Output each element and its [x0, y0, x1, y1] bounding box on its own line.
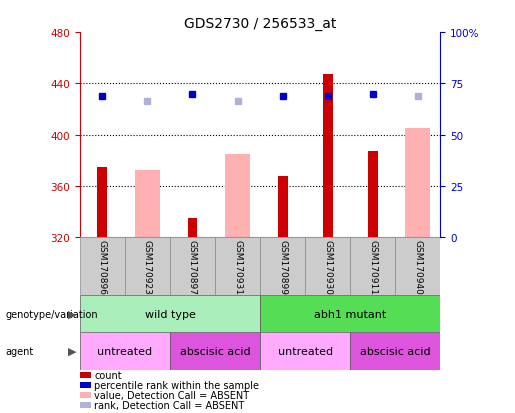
Bar — [80, 332, 170, 370]
Bar — [323, 75, 333, 237]
Text: untreated: untreated — [278, 346, 333, 356]
Bar — [80, 295, 260, 332]
Text: value, Detection Call = ABSENT: value, Detection Call = ABSENT — [94, 390, 249, 400]
Bar — [368, 152, 377, 237]
Bar — [305, 237, 350, 295]
Text: rank, Detection Call = ABSENT: rank, Detection Call = ABSENT — [94, 400, 245, 410]
Bar — [260, 332, 350, 370]
Text: abscisic acid: abscisic acid — [180, 346, 250, 356]
Text: GSM170930: GSM170930 — [323, 239, 332, 294]
Bar — [80, 237, 125, 295]
Text: GSM170923: GSM170923 — [143, 239, 152, 294]
Text: ▶: ▶ — [67, 346, 76, 356]
Text: GSM170931: GSM170931 — [233, 239, 242, 294]
Text: GSM170897: GSM170897 — [188, 239, 197, 294]
Bar — [396, 237, 440, 295]
Bar — [260, 295, 440, 332]
Bar — [170, 237, 215, 295]
Text: wild type: wild type — [145, 309, 195, 319]
Text: abscisic acid: abscisic acid — [360, 346, 431, 356]
Bar — [125, 237, 170, 295]
Bar — [350, 332, 440, 370]
Bar — [170, 332, 260, 370]
Text: percentile rank within the sample: percentile rank within the sample — [94, 380, 259, 390]
Text: GSM170911: GSM170911 — [368, 239, 377, 294]
Bar — [97, 167, 107, 237]
Text: GSM170896: GSM170896 — [98, 239, 107, 294]
Text: agent: agent — [5, 346, 33, 356]
Text: untreated: untreated — [97, 346, 152, 356]
Text: ▶: ▶ — [67, 309, 76, 319]
Bar — [350, 237, 396, 295]
Text: GSM170899: GSM170899 — [278, 239, 287, 294]
Bar — [225, 154, 250, 237]
Title: GDS2730 / 256533_at: GDS2730 / 256533_at — [184, 17, 336, 31]
Bar — [187, 218, 197, 237]
Bar — [135, 171, 160, 237]
Text: count: count — [94, 370, 122, 380]
Text: GSM170940: GSM170940 — [414, 239, 422, 294]
Bar — [278, 176, 287, 237]
Bar — [260, 237, 305, 295]
Bar — [215, 237, 260, 295]
Text: genotype/variation: genotype/variation — [5, 309, 98, 319]
Text: abh1 mutant: abh1 mutant — [314, 309, 386, 319]
Bar — [405, 129, 430, 237]
